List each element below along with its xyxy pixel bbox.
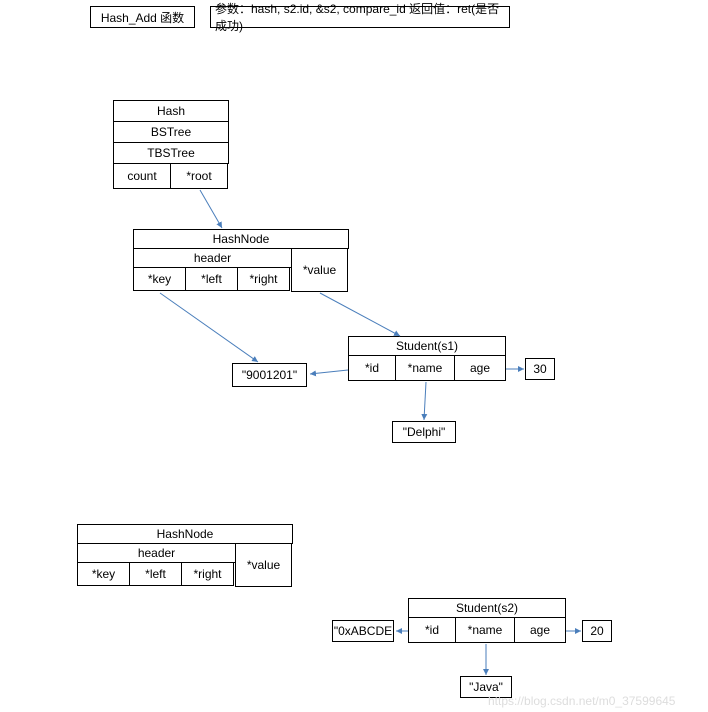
hashnode1: HashNode header *value *key *left *right — [133, 229, 349, 291]
s2-id-val-text: "0xABCDE — [334, 624, 392, 638]
hash-row1: Hash — [113, 100, 229, 122]
hn1-value: *value — [291, 248, 348, 292]
s1-name-val-text: "Delphi" — [403, 425, 446, 439]
key1-box: "9001201" — [232, 363, 307, 387]
hash-row3: TBSTree — [113, 142, 229, 164]
s2-name-val-text: "Java" — [469, 680, 503, 694]
params-text: 参数：hash, s2.id, &s2, compare_id 返回值：ret(… — [215, 0, 505, 34]
hn2-header: header — [77, 543, 236, 563]
s2-title: Student(s2) — [408, 598, 566, 618]
student2: Student(s2) *id *name age — [408, 598, 566, 643]
hn2-key: *key — [77, 562, 130, 586]
title-text: Hash_Add 函数 — [101, 9, 184, 26]
key1-text: "9001201" — [242, 368, 297, 382]
hash-table: Hash BSTree TBSTree count *root — [113, 100, 229, 189]
s1-name-val: "Delphi" — [392, 421, 456, 443]
watermark: https://blog.csdn.net/m0_37599645 — [488, 694, 675, 708]
hashnode2: HashNode header *value *key *left *right — [77, 524, 293, 586]
s1-title: Student(s1) — [348, 336, 506, 356]
hn2-left: *left — [129, 562, 182, 586]
student1: Student(s1) *id *name age — [348, 336, 506, 381]
hash-root: *root — [170, 163, 228, 189]
hash-count: count — [113, 163, 171, 189]
hash-row2: BSTree — [113, 121, 229, 143]
s1-id: *id — [348, 355, 396, 381]
s1-age-val-text: 30 — [533, 362, 546, 376]
s2-id-val: "0xABCDE — [332, 620, 394, 642]
s2-age: age — [514, 617, 566, 643]
hn2-right: *right — [181, 562, 234, 586]
s2-id: *id — [408, 617, 456, 643]
hn2-title: HashNode — [77, 524, 293, 544]
s1-age-val: 30 — [525, 358, 555, 380]
hn2-value: *value — [235, 543, 292, 587]
s1-age: age — [454, 355, 506, 381]
s2-name: *name — [455, 617, 515, 643]
params-box: 参数：hash, s2.id, &s2, compare_id 返回值：ret(… — [210, 6, 510, 28]
s2-age-val: 20 — [582, 620, 612, 642]
s2-age-val-text: 20 — [590, 624, 603, 638]
hn1-header: header — [133, 248, 292, 268]
title-box: Hash_Add 函数 — [90, 6, 195, 28]
s1-name: *name — [395, 355, 455, 381]
hn1-title: HashNode — [133, 229, 349, 249]
hn1-left: *left — [185, 267, 238, 291]
hn1-key: *key — [133, 267, 186, 291]
hn1-right: *right — [237, 267, 290, 291]
